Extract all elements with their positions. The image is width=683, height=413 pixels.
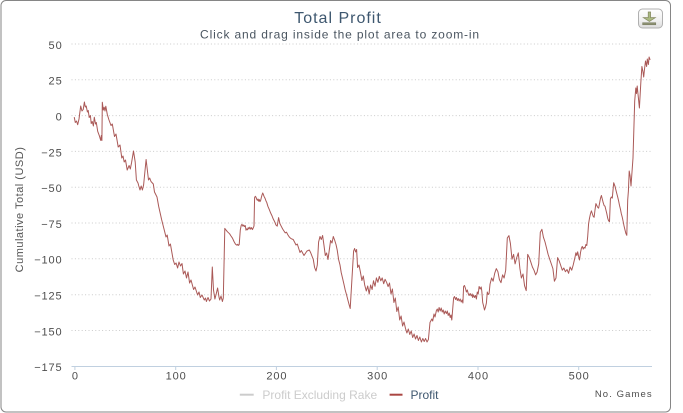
svg-text:−175: −175 [34,362,62,374]
svg-text:−75: −75 [41,219,62,231]
svg-text:−100: −100 [34,255,62,267]
svg-text:100: 100 [166,371,187,383]
svg-text:Cumulative Total (USD): Cumulative Total (USD) [14,147,26,273]
svg-text:Profit: Profit [411,388,440,402]
svg-text:300: 300 [367,371,388,383]
svg-text:0: 0 [72,371,79,383]
svg-text:No. Games: No. Games [595,389,653,400]
svg-text:50: 50 [49,40,63,52]
svg-text:Total Profit: Total Profit [294,10,382,27]
svg-text:Click and drag inside the plot: Click and drag inside the plot area to z… [200,28,480,42]
svg-text:0: 0 [56,112,63,124]
svg-text:200: 200 [266,371,287,383]
svg-text:−125: −125 [34,291,62,303]
svg-text:Profit Excluding Rake: Profit Excluding Rake [262,388,377,402]
svg-text:500: 500 [569,371,590,383]
svg-text:25: 25 [49,76,63,88]
svg-text:400: 400 [468,371,489,383]
svg-text:−150: −150 [34,326,62,338]
svg-text:−25: −25 [41,147,62,159]
svg-text:−50: −50 [41,183,62,195]
